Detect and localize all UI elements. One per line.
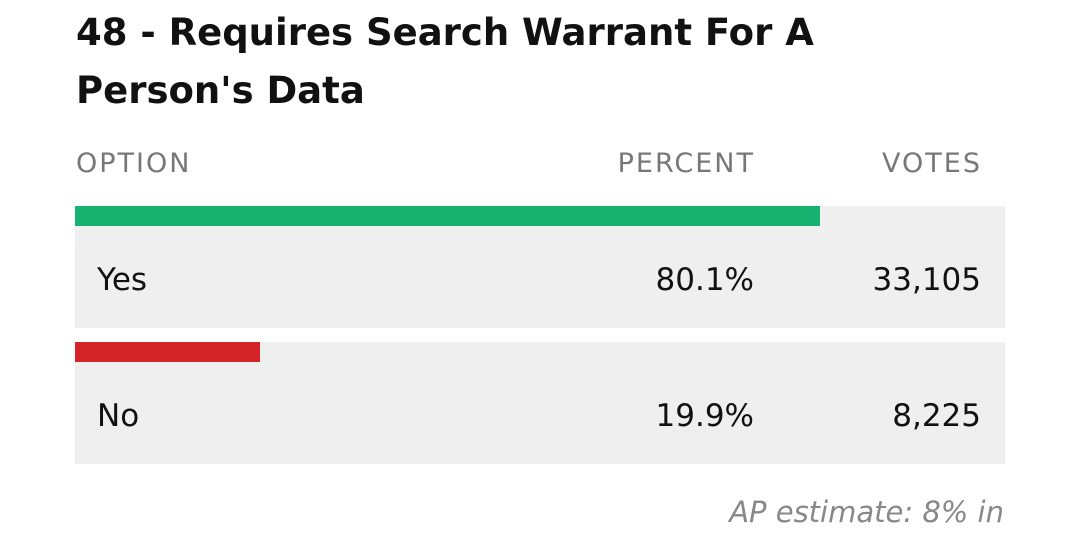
- result-row: Yes 80.1% 33,105: [75, 206, 1005, 328]
- votes: 8,225: [892, 398, 981, 434]
- option: No: [97, 398, 140, 434]
- header-votes: VOTES: [882, 148, 982, 179]
- header-percent: PERCENT: [617, 148, 755, 179]
- votes: 33,105: [872, 262, 981, 298]
- percent: 19.9%: [655, 398, 754, 434]
- percent-bar: [75, 342, 261, 362]
- percent: 80.1%: [655, 262, 754, 298]
- header-option: OPTION: [76, 148, 192, 179]
- footer: AP estimate: 8% in: [729, 495, 1004, 529]
- result-row: No 19.9% 8,225: [75, 342, 1005, 464]
- option: Yes: [97, 262, 148, 298]
- percent-bar: [75, 206, 820, 226]
- title: 48 - Requires Search Warrant For A Perso…: [76, 11, 814, 112]
